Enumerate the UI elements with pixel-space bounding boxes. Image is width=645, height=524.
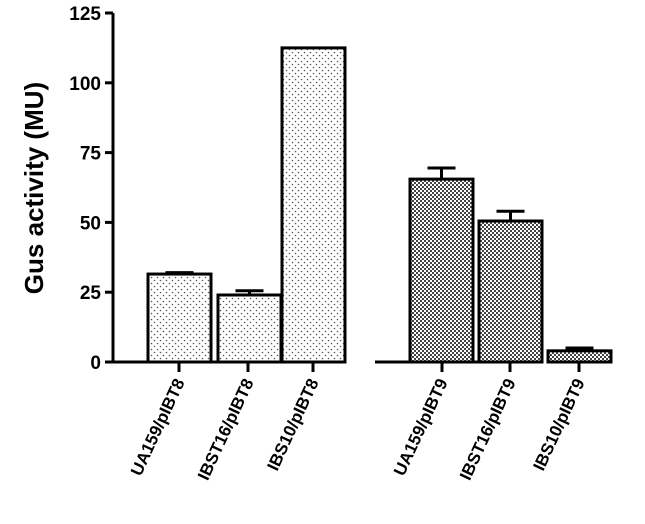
bar-2-1 bbox=[408, 177, 475, 364]
y-tick-label-4: 100 bbox=[69, 74, 101, 95]
category-label-1-3: IBS10/pIBT8 bbox=[263, 376, 322, 474]
bar-2-2 bbox=[477, 219, 544, 364]
category-label-1-2: IBST16/pIBT8 bbox=[194, 376, 258, 483]
y-tick-label-1: 25 bbox=[80, 283, 102, 304]
y-tick-label-2: 50 bbox=[80, 213, 101, 234]
category-label-2-1: UA159/pIBT9 bbox=[390, 376, 452, 479]
y-tick-label-5: 125 bbox=[69, 4, 101, 25]
bar-1-3 bbox=[280, 46, 347, 364]
category-label-1-1: UA159/pIBT8 bbox=[127, 376, 189, 479]
bar-2-3 bbox=[546, 349, 613, 364]
y-tick-label-0: 0 bbox=[90, 353, 101, 374]
bar-1-1 bbox=[146, 272, 213, 364]
bars bbox=[146, 46, 613, 364]
y-tick-label-3: 75 bbox=[80, 144, 102, 165]
bar-1-2 bbox=[216, 293, 283, 364]
y-axis-title: Gus activity (MU) bbox=[19, 82, 49, 294]
category-label-2-2: IBST16/pIBT9 bbox=[456, 376, 520, 483]
category-label-2-3: IBS10/pIBT9 bbox=[529, 376, 588, 474]
